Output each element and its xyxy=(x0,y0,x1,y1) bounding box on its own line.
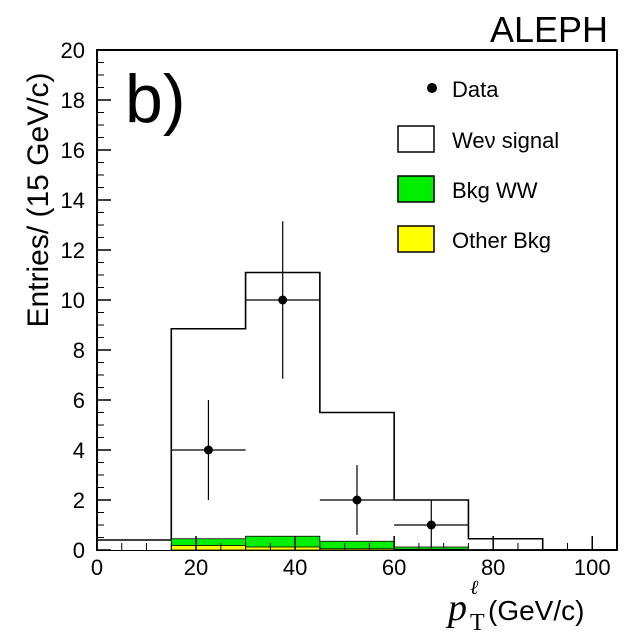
y-tick-label-1: 2 xyxy=(73,488,85,513)
legend-data-marker xyxy=(427,83,437,93)
x-axis-label-symbol: p xyxy=(445,587,467,629)
y-axis-ticks: 0 2 4 6 8 10 12 14 16 18 20 xyxy=(61,38,111,563)
data-point-3 xyxy=(426,520,436,530)
y-tick-label-6: 12 xyxy=(61,238,85,263)
y-tick-label-3: 6 xyxy=(73,388,85,413)
experiment-label: ALEPH xyxy=(490,9,608,50)
y-tick-label-10: 20 xyxy=(61,38,85,63)
legend-other-bkg-swatch xyxy=(397,225,435,253)
x-tick-label-5: 100 xyxy=(574,555,611,580)
legend-label-other-bkg: Other Bkg xyxy=(452,228,551,253)
x-axis-ticks: 0 20 40 60 80 100 xyxy=(91,536,618,580)
y-tick-label-0: 0 xyxy=(73,538,85,563)
signal-outline xyxy=(96,271,617,551)
x-tick-label-4: 80 xyxy=(481,555,505,580)
data-points xyxy=(171,221,469,550)
x-axis-label-unit: (GeV/c) xyxy=(488,595,584,626)
x-axis-label-superscript: ℓ xyxy=(470,577,479,599)
legend-label-data: Data xyxy=(452,77,499,102)
legend-label-bkg-ww: Bkg WW xyxy=(452,178,538,203)
legend: Data Weν signal Bkg WW Other Bkg xyxy=(397,77,559,253)
y-tick-label-8: 16 xyxy=(61,138,85,163)
data-point-2 xyxy=(352,495,362,505)
y-tick-label-9: 18 xyxy=(61,88,85,113)
other-bkg-bin-2 xyxy=(245,546,321,551)
x-tick-label-1: 20 xyxy=(184,555,208,580)
y-axis-label: Entries/ (15 GeV/c) xyxy=(22,72,55,327)
x-tick-label-0: 0 xyxy=(91,555,103,580)
legend-bkg-ww-swatch xyxy=(397,175,435,203)
x-axis-label-subscript: T xyxy=(470,610,485,634)
x-tick-label-2: 40 xyxy=(283,555,307,580)
legend-signal-swatch xyxy=(397,125,435,153)
y-tick-label-7: 14 xyxy=(61,188,85,213)
legend-label-signal: Weν signal xyxy=(452,128,559,153)
x-axis-label: p ℓ T (GeV/c) xyxy=(445,577,584,634)
other-bkg-bin-3 xyxy=(319,548,395,551)
signal-histogram xyxy=(96,271,617,551)
x-tick-label-3: 60 xyxy=(382,555,406,580)
y-tick-label-2: 4 xyxy=(73,438,85,463)
panel-label: b) xyxy=(125,61,185,137)
data-point-1 xyxy=(278,295,288,305)
other-bkg-bin-1 xyxy=(170,545,246,551)
y-tick-label-5: 10 xyxy=(61,288,85,313)
data-point-0 xyxy=(203,445,213,455)
y-tick-label-4: 8 xyxy=(73,338,85,363)
bkg-ww-bin-5 xyxy=(468,549,544,551)
